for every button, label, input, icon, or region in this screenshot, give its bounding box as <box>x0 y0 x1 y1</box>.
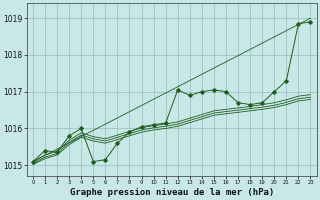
X-axis label: Graphe pression niveau de la mer (hPa): Graphe pression niveau de la mer (hPa) <box>69 188 274 197</box>
